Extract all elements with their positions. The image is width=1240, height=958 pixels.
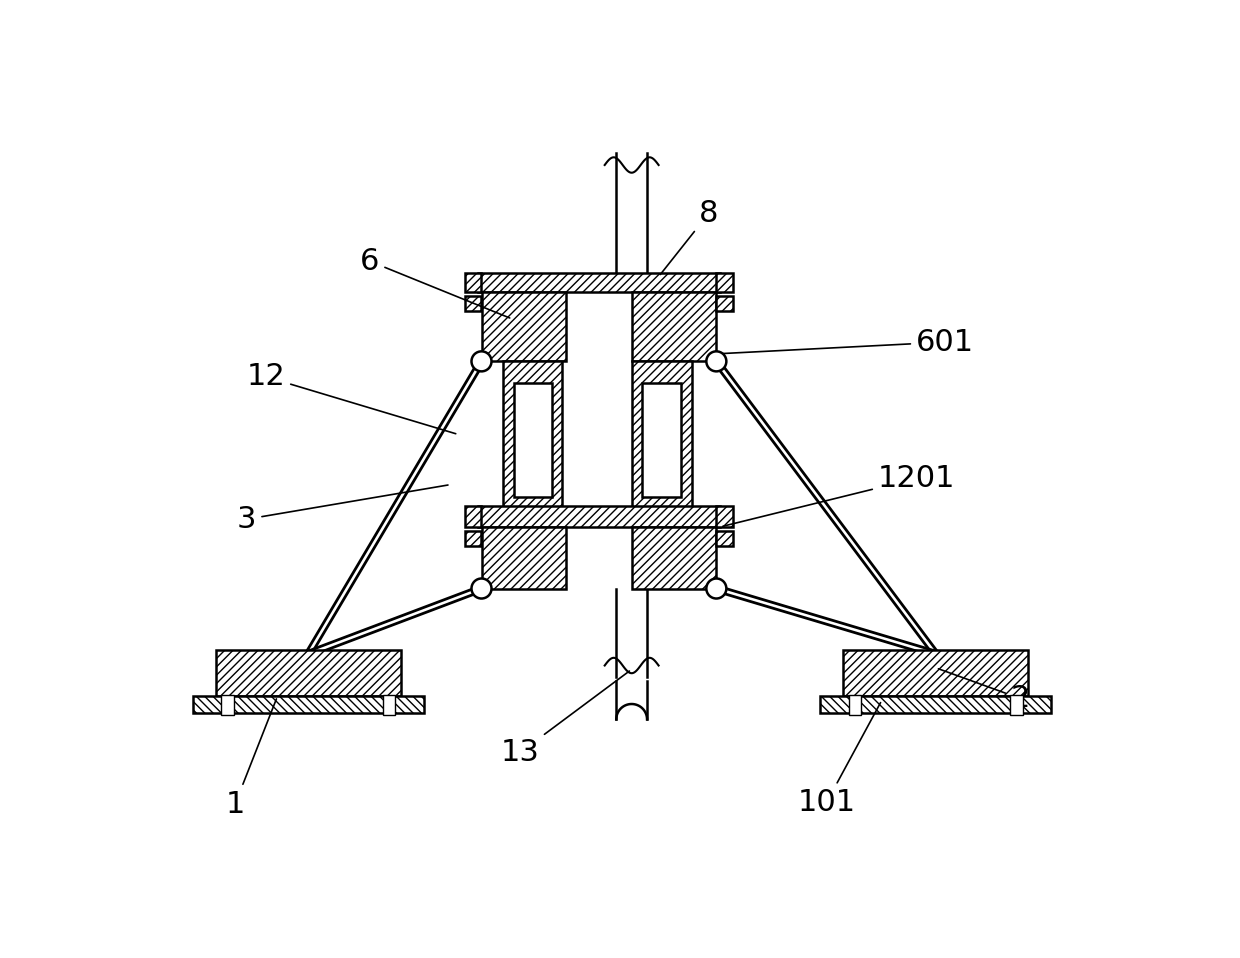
Bar xyxy=(477,506,720,527)
Bar xyxy=(216,650,401,696)
Text: 3: 3 xyxy=(237,485,448,534)
Bar xyxy=(821,696,1052,714)
Bar xyxy=(631,292,717,361)
Bar xyxy=(717,531,733,546)
Circle shape xyxy=(471,579,491,599)
Bar xyxy=(481,527,567,588)
Bar xyxy=(642,383,681,497)
Bar xyxy=(503,361,563,508)
Text: 1201: 1201 xyxy=(723,464,955,526)
Text: 2: 2 xyxy=(939,669,1030,713)
Circle shape xyxy=(471,352,491,372)
Text: 13: 13 xyxy=(501,671,630,767)
Bar xyxy=(481,292,567,361)
Bar xyxy=(221,695,233,715)
Bar xyxy=(465,296,481,311)
Bar xyxy=(717,273,733,292)
Bar xyxy=(513,383,552,497)
Bar xyxy=(383,695,396,715)
Bar xyxy=(465,506,481,527)
Bar xyxy=(843,650,1028,696)
Bar xyxy=(192,696,424,714)
Bar xyxy=(465,531,481,546)
Bar xyxy=(717,296,733,311)
Circle shape xyxy=(707,352,727,372)
Bar xyxy=(717,506,733,527)
Text: 601: 601 xyxy=(723,328,975,356)
Text: 12: 12 xyxy=(247,362,456,434)
Circle shape xyxy=(707,579,727,599)
Text: 8: 8 xyxy=(661,199,718,275)
Bar xyxy=(631,361,692,508)
Bar xyxy=(1011,695,1023,715)
Bar xyxy=(631,527,717,588)
Text: 101: 101 xyxy=(797,702,880,817)
Text: 6: 6 xyxy=(360,247,510,318)
Text: 1: 1 xyxy=(226,699,277,818)
Bar xyxy=(849,695,861,715)
Bar xyxy=(477,273,720,292)
Bar xyxy=(465,273,481,292)
